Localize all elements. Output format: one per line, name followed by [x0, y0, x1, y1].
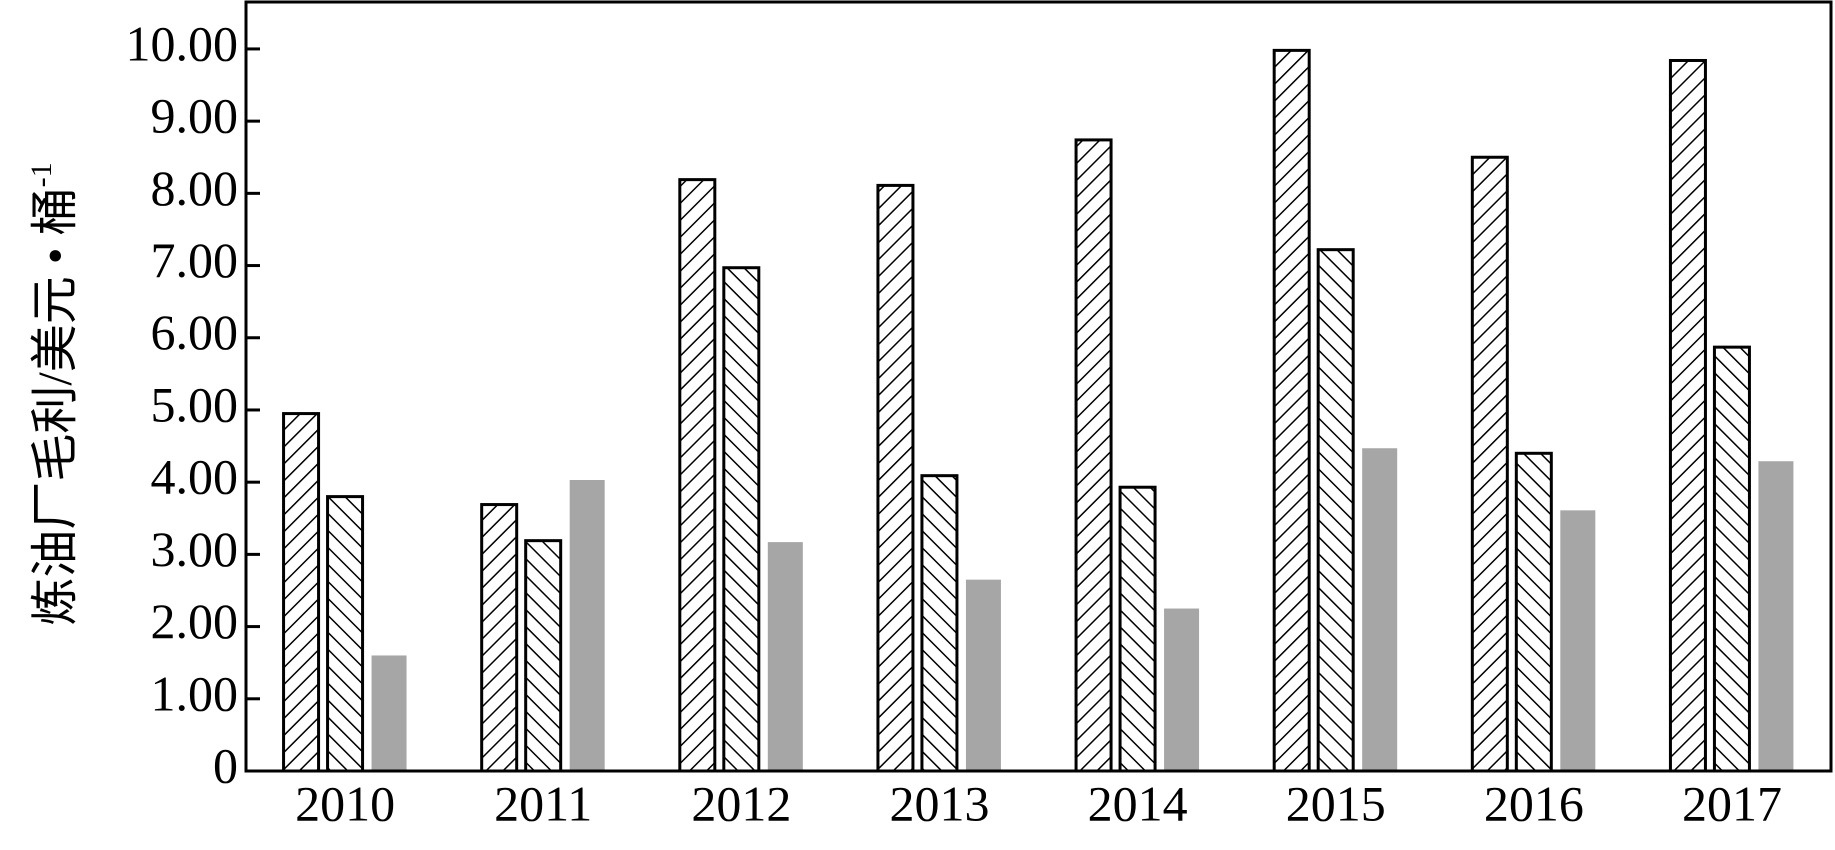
bar	[480, 503, 519, 773]
bar	[1118, 485, 1157, 773]
bar	[1470, 155, 1509, 773]
y-tick-label: 4.00	[151, 449, 239, 505]
y-axis-label-sup: -1	[25, 162, 58, 187]
bar	[1362, 448, 1398, 771]
bar	[920, 474, 959, 773]
y-tick-label: 1.00	[151, 665, 239, 721]
y-tick-label: 6.00	[151, 304, 239, 360]
bar	[1316, 248, 1355, 773]
bar	[1164, 608, 1200, 771]
y-tick-label: 3.00	[151, 521, 239, 577]
plot-frame	[244, 0, 1833, 773]
bar	[1712, 345, 1751, 773]
y-tick-label: 2.00	[151, 593, 239, 649]
bar	[326, 495, 365, 773]
bar	[524, 539, 563, 773]
x-tick-label: 2016	[1484, 775, 1584, 831]
x-tick-label: 2012	[691, 775, 791, 831]
x-tick-label: 2015	[1286, 775, 1386, 831]
y-axis-label: 炼油厂毛利/美元 • 桶-1	[25, 162, 82, 625]
bar	[1758, 461, 1794, 771]
bar	[1514, 451, 1553, 773]
y-tick-label: 0	[213, 737, 238, 793]
x-tick-label: 2014	[1088, 775, 1188, 831]
bar	[1074, 138, 1113, 773]
bar	[282, 412, 321, 773]
bar	[371, 655, 407, 771]
bar	[767, 542, 803, 771]
x-tick-label: 2017	[1682, 775, 1782, 831]
x-tick-label: 2013	[889, 775, 989, 831]
bar	[876, 183, 915, 773]
x-tick-label: 2010	[295, 775, 395, 831]
bar	[1668, 58, 1707, 773]
bar	[1560, 510, 1596, 771]
y-tick-label: 5.00	[151, 376, 239, 432]
bar	[722, 266, 761, 773]
bar	[1272, 48, 1311, 773]
y-tick-label: 9.00	[151, 88, 239, 144]
x-tick-label: 2011	[494, 775, 592, 831]
y-tick-label: 10.00	[126, 15, 239, 71]
y-axis-label-text: 炼油厂毛利/美元 • 桶	[29, 187, 82, 625]
y-tick-label: 8.00	[151, 160, 239, 216]
bar	[965, 579, 1001, 771]
bar	[569, 480, 605, 771]
y-tick-label: 7.00	[151, 232, 239, 288]
bar	[678, 178, 717, 773]
